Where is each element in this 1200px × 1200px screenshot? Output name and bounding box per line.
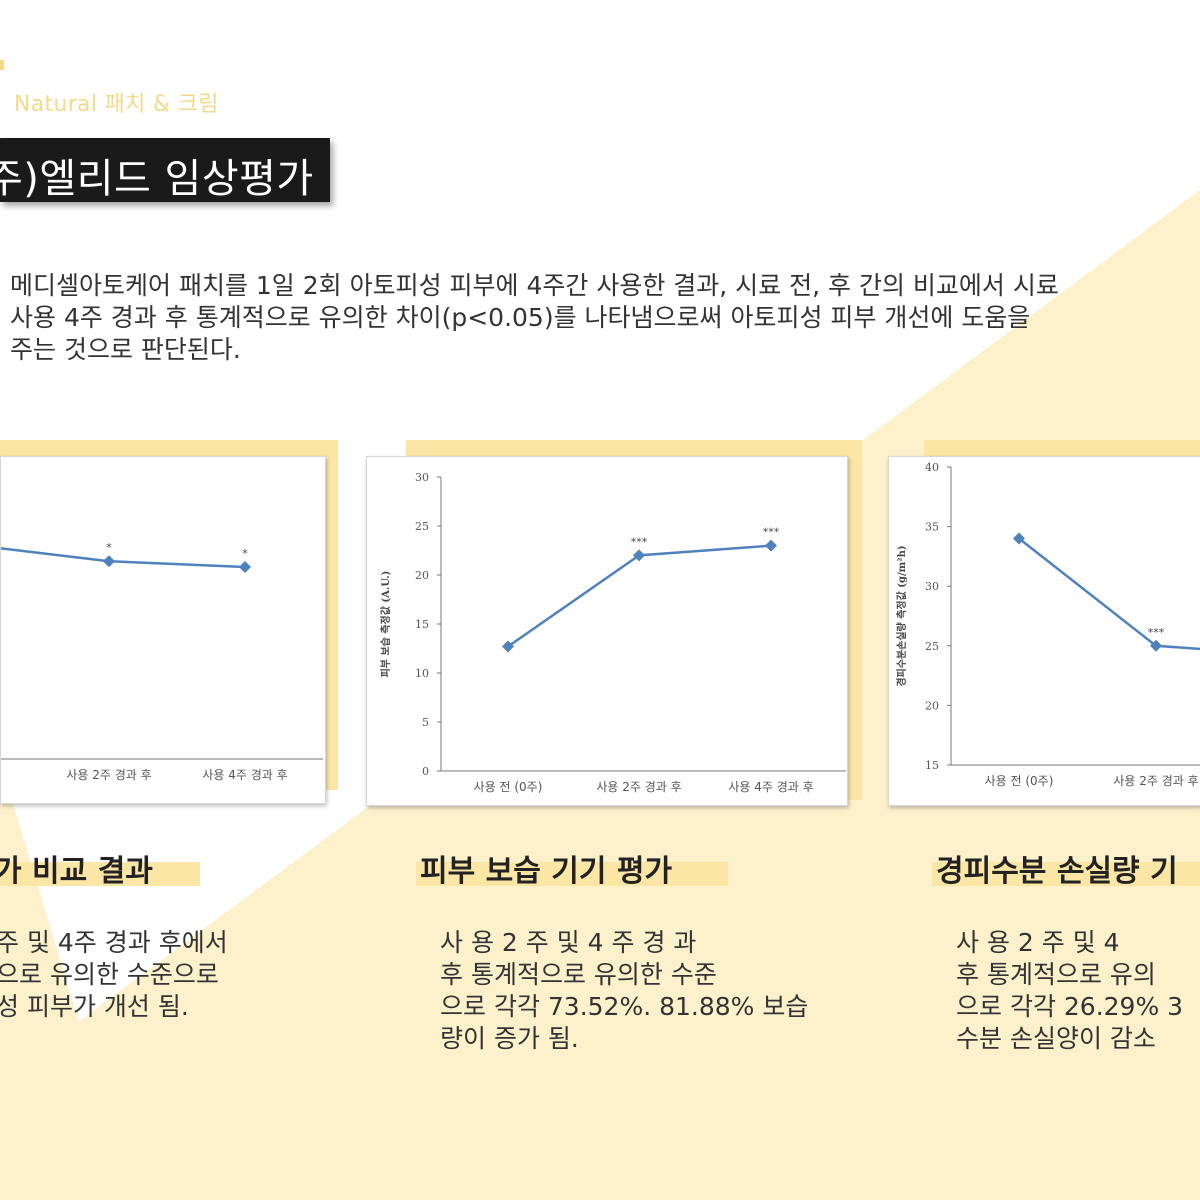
chart-1-plot: 주)사용 2주 경과 후사용 4주 경과 후** [1, 541, 323, 782]
y-tick-label: 0 [422, 765, 429, 778]
chart-3: 15 20 25 30 35 40 경피수분손실량 측정값 (g/m²h) 사용 전 (0주)… [888, 456, 1200, 806]
x-tick-label: 사용 전 (0주) [985, 774, 1054, 788]
significance-label: * [242, 547, 248, 560]
y-tick-label: 10 [415, 667, 429, 680]
significance-label: *** [763, 526, 780, 539]
section-2-heading-highlight [416, 862, 728, 886]
data-point [103, 555, 115, 568]
chart-2: 0 5 10 15 20 25 30 피부 보습 측정값 (A.U.) 사용 전 (0주) 사용 … [366, 456, 848, 806]
y-tick-label: 40 [925, 461, 939, 474]
x-tick-label: 사용 4주 경과 후 [728, 780, 813, 794]
section-2-body-line: 후 통계적으로 유의한 수준 [440, 960, 717, 989]
section-2-body-line: 으로 각각 73.52%. 81.88% 보습 [440, 992, 809, 1021]
data-point [1150, 639, 1162, 652]
y-tick-label: 25 [925, 640, 939, 653]
section-1-body: 주 및 4주 경과 후에서 으로 유의한 수준으로 성 피부가 개선 됨. [0, 927, 228, 1023]
page-title: 주)엘리드 임상평가 [0, 156, 314, 202]
section-1-heading-highlight [0, 862, 200, 886]
chart-2-plot: 0 5 10 15 20 25 30 피부 보습 측정값 (A.U.) 사용 전 (0주) 사용 … [379, 471, 846, 794]
section-1-heading: 가 비교 결과 [0, 854, 153, 889]
y-axis-label: 피부 보습 측정값 (A.U.) [379, 571, 392, 678]
x-tick-label: 사용 2주 경과 후 [1113, 774, 1198, 788]
brand-label: Natural 패치 & 크림 [14, 92, 219, 117]
x-tick-label: 사용 전 (0주) [474, 780, 543, 794]
section-1-body-line: 성 피부가 개선 됨. [0, 992, 189, 1021]
brand-mark [0, 60, 4, 70]
significance-label: *** [1148, 626, 1165, 639]
description-line: 메디셀아토케어 패치를 1일 2회 아토피성 피부에 4주간 사용한 결과, 시… [10, 271, 1059, 300]
y-tick-label: 15 [415, 618, 429, 631]
description-line: 주는 것으로 판단된다. [10, 335, 241, 364]
data-point [633, 549, 645, 562]
y-tick-label: 20 [925, 699, 939, 712]
section-2-body-line: 사 용 2 주 및 4 주 경 과 [440, 928, 697, 957]
section-1-body-line: 으로 유의한 수준으로 [0, 960, 219, 989]
y-tick-label: 30 [415, 471, 429, 484]
y-tick-label: 30 [925, 580, 939, 593]
y-axis-label: 경피수분손실량 측정값 (g/m²h) [895, 545, 908, 686]
data-point [1013, 532, 1025, 545]
section-3-body: 사 용 2 주 및 4 후 통계적으로 유의 으로 각각 26.29% 3 수분… [956, 927, 1183, 1055]
y-tick-label: 15 [925, 759, 939, 772]
y-tick-label: 20 [415, 569, 429, 582]
x-tick-label: 사용 4주 경과 후 [202, 768, 287, 782]
x-tick-label: 사용 2주 경과 후 [596, 780, 681, 794]
data-point [765, 539, 777, 552]
y-tick-label: 35 [925, 521, 939, 534]
series-line [1018, 537, 1200, 651]
section-3-body-line: 후 통계적으로 유의 [956, 960, 1156, 989]
series-line [1, 547, 246, 569]
section-3-body-line: 으로 각각 26.29% 3 [956, 992, 1184, 1021]
description-line: 사용 4주 경과 후 통계적으로 유의한 차이(p<0.05)를 나타냄으로써 … [10, 303, 1031, 332]
data-point [502, 640, 514, 653]
section-2-body: 사 용 2 주 및 4 주 경 과 후 통계적으로 유의한 수준 으로 각각 7… [440, 927, 808, 1055]
section-2-body-line: 량이 증가 됨. [440, 1024, 579, 1053]
section-3-body-line: 수분 손실양이 감소 [956, 1024, 1156, 1053]
section-1-body-line: 주 및 4주 경과 후에서 [0, 928, 228, 957]
chart-3-plot: 15 20 25 30 35 40 경피수분손실량 측정값 (g/m²h) 사용 전 (0주)… [895, 461, 1200, 788]
x-tick-label: 사용 2주 경과 후 [66, 768, 151, 782]
page-title-box: 주)엘리드 임상평가 [0, 138, 330, 202]
chart-1: 주)사용 2주 경과 후사용 4주 경과 후** [0, 456, 326, 804]
section-3-heading-highlight [932, 862, 1200, 886]
section-2-heading: 피부 보습 기기 평가 [420, 854, 673, 889]
section-3-body-line: 사 용 2 주 및 4 [956, 928, 1120, 957]
bg-lower-left-wedge [0, 760, 120, 1160]
significance-label: * [106, 541, 112, 554]
data-point [239, 561, 251, 573]
significance-label: *** [631, 535, 648, 548]
description: 메디셀아토케어 패치를 1일 2회 아토피성 피부에 4주간 사용한 결과, 시… [10, 270, 1200, 366]
y-tick-label: 5 [422, 716, 429, 729]
section-3-heading: 경피수분 손실량 기 [936, 854, 1178, 889]
y-tick-label: 25 [415, 520, 429, 533]
